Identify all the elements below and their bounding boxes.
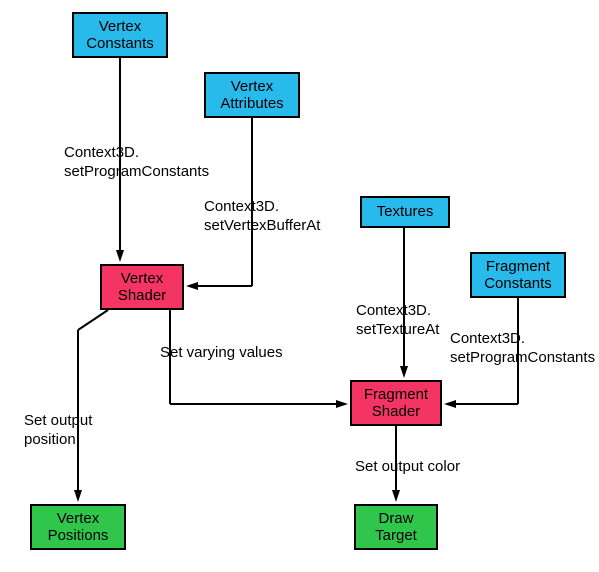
node-vertexAttributes: Vertex Attributes [204,72,300,118]
node-fragmentShader: Fragment Shader [350,380,442,426]
node-drawTarget: Draw Target [354,504,438,550]
node-label: Vertex Attributes [220,78,283,113]
edge-label-vc-to-vs: Context3D. setProgramConstants [64,144,209,182]
diagram-stage: Vertex Constants Vertex Attributes Texture… [0,0,599,572]
edge-label-va-to-vs: Context3D. setVertexBufferAt [204,198,320,236]
node-label: Fragment Shader [364,386,428,421]
edge-label-vs-to-fs: Set varying values [160,344,283,363]
node-vertexPositions: Vertex Positions [30,504,126,550]
edge-label-fc-to-fs: Context3D. setProgramConstants [450,330,595,368]
node-label: Vertex Shader [118,270,166,305]
node-vertexConstants: Vertex Constants [72,12,168,58]
edge-label-fs-to-dt: Set output color [355,458,460,477]
node-label: Vertex Constants [86,18,154,53]
node-label: Draw Target [375,510,417,545]
node-vertexShader: Vertex Shader [100,264,184,310]
edge-label-vs-to-vp: Set output position [24,412,92,450]
node-textures: Textures [360,196,450,228]
node-label: Fragment Constants [484,258,552,293]
node-label: Textures [377,203,434,220]
edge-vs-to-vp [74,310,108,502]
edge-label-tex-to-fs: Context3D. setTextureAt [356,302,439,340]
node-label: Vertex Positions [48,510,109,545]
node-fragmentConstants: Fragment Constants [470,252,566,298]
